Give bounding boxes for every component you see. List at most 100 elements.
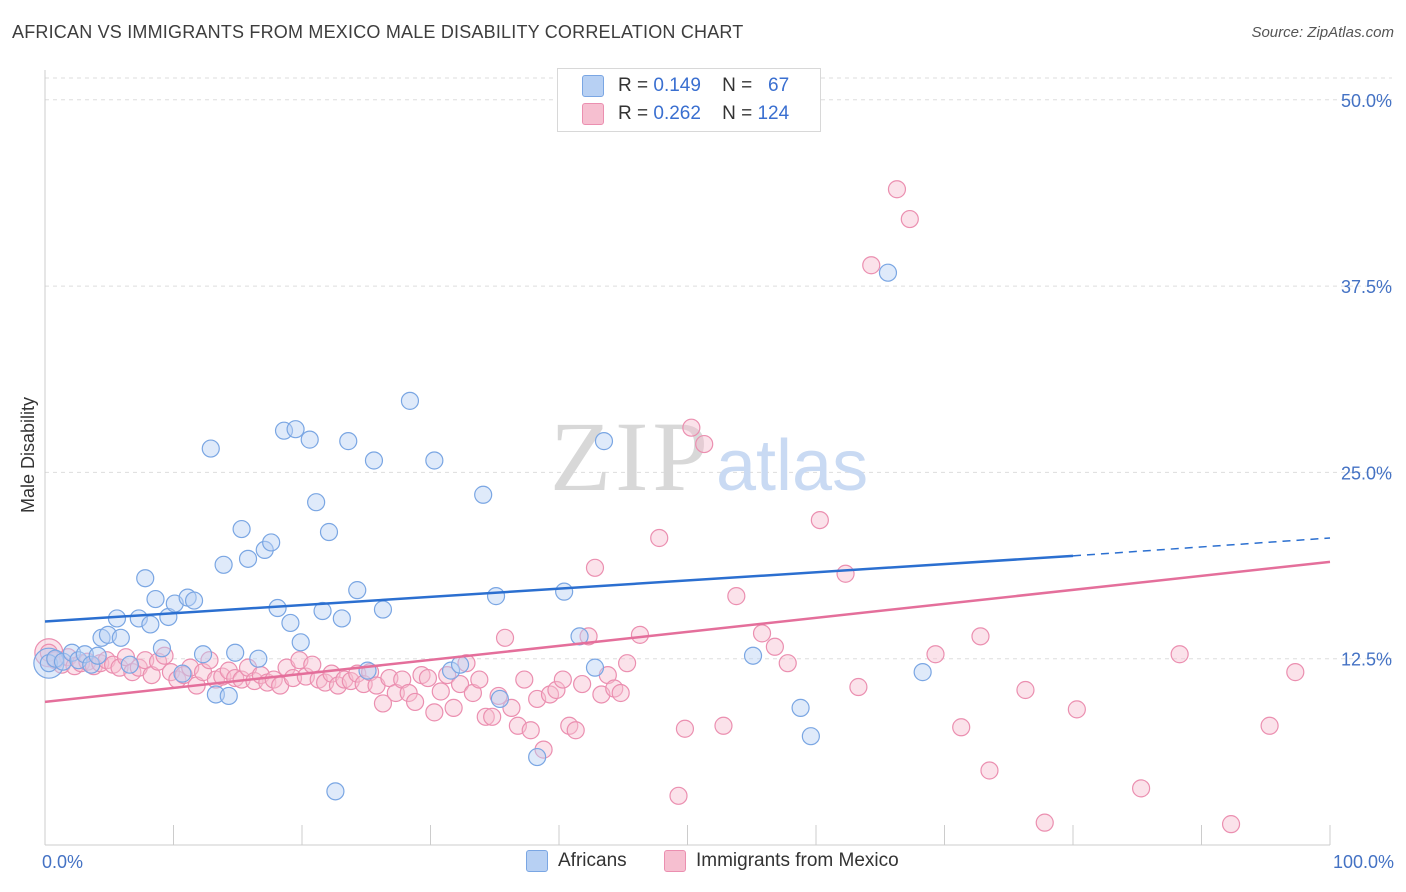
mexico-point-63 (444, 698, 463, 717)
mexico-point-74 (515, 670, 534, 689)
mexico-point-89 (611, 683, 630, 703)
mexico-point-57 (405, 692, 425, 712)
africans-point-26 (214, 555, 233, 574)
mexico-point-118 (1260, 716, 1279, 735)
mexico-point-80 (553, 670, 572, 689)
mexico-point-100 (765, 637, 784, 656)
africans-point-12 (120, 655, 139, 674)
africans-point-58 (555, 582, 574, 601)
africans-point-45 (339, 432, 358, 451)
mexico-point-94 (675, 719, 695, 738)
mexico-point-113 (1035, 813, 1054, 832)
africans-point-39 (300, 430, 319, 449)
africans-point-35 (274, 421, 294, 440)
africans-point-6 (82, 655, 101, 674)
africans-point-62 (743, 646, 763, 665)
africans-point-11 (111, 628, 130, 647)
mexico-point-101 (778, 654, 797, 673)
mexico-point-119 (1286, 663, 1305, 682)
mexico-point-103 (836, 564, 855, 583)
mexico-point-95 (682, 418, 701, 437)
africans-point-57 (528, 747, 547, 767)
mexico-point-117 (1221, 815, 1241, 834)
stats-r-label: R = (618, 75, 649, 96)
africans-point-20 (173, 664, 192, 683)
africans-point-32 (255, 540, 274, 560)
africans-point-29 (232, 519, 251, 539)
axes (44, 70, 1331, 846)
mexico-point-67 (470, 670, 489, 689)
africans-point-15 (141, 615, 160, 634)
africans-point-22 (184, 591, 204, 610)
mexico-point-112 (1016, 680, 1035, 700)
stats-r-value: 0.149 (653, 75, 701, 96)
africans-point-65 (878, 263, 898, 282)
mexico-point-115 (1132, 779, 1151, 798)
stats-n-label: N = (722, 103, 753, 124)
mexico-point-91 (630, 625, 650, 644)
series-legend: Africans Immigrants from Mexico (0, 850, 1406, 880)
mexico-point-75 (521, 721, 540, 740)
africans-point-50 (400, 391, 420, 410)
africans-point-30 (238, 549, 258, 568)
legend-label-africans: Africans (558, 850, 627, 871)
africans-point-55 (486, 587, 506, 606)
africans-point-40 (307, 493, 326, 512)
trend-lines (44, 537, 1331, 704)
stats-r-value: 0.262 (653, 103, 701, 124)
stats-legend: R = 0.149 N = 67 R = 0.262 N = 124 (557, 68, 821, 132)
mexico-point-96 (695, 434, 714, 454)
africans-point-42 (319, 522, 339, 542)
mexico-point-83 (573, 674, 592, 694)
africans-point-54 (474, 485, 493, 504)
africans-point-14 (136, 569, 155, 588)
africans-point-33 (262, 533, 281, 552)
mexico-point-79 (547, 680, 566, 700)
mexico-point-108 (926, 645, 945, 664)
mexico-point-106 (887, 180, 907, 199)
africans-point-23 (193, 645, 213, 664)
grid (45, 77, 1392, 660)
mexico-point-99 (752, 624, 772, 643)
africans-point-31 (249, 649, 268, 668)
africans-point-38 (291, 633, 310, 652)
africans-point-64 (801, 727, 820, 746)
y-tick-labels: 12.5% 25.0% 37.5% 50.0% (1341, 91, 1392, 670)
africans-point-17 (152, 639, 172, 658)
watermark-atlas: atlas (716, 426, 868, 506)
africans-trend-extension (1072, 537, 1331, 557)
mexico-point-56 (399, 683, 418, 703)
mexico-point-77 (534, 740, 553, 759)
africans-point-37 (286, 420, 305, 439)
mexico-point-69 (483, 707, 502, 726)
legend-item-africans[interactable]: Africans (526, 850, 627, 872)
mexico-point-65 (457, 654, 476, 673)
mexico-point-97 (714, 716, 733, 735)
africans-point-16 (146, 589, 165, 609)
mexico-point-70 (489, 686, 508, 706)
mexico-point-52 (373, 694, 393, 713)
africans-point-61 (594, 432, 614, 451)
stats-row-mexico: R = 0.262 N = 124 (582, 101, 789, 127)
mexico-point-18 (155, 646, 174, 665)
watermark: ZIP atlas (550, 401, 868, 512)
stats-row-africans: R = 0.149 N = 67 (582, 73, 789, 99)
africans-point-51 (425, 451, 444, 470)
africans-point-27 (219, 686, 238, 706)
africans-trend-line (44, 554, 1074, 623)
mexico-point-60 (425, 703, 444, 722)
mexico-point-68 (476, 707, 495, 726)
mexico-point-104 (849, 677, 868, 697)
legend-item-mexico[interactable]: Immigrants from Mexico (664, 850, 899, 872)
legend-swatch-mexico (664, 850, 686, 872)
mexico-point-71 (495, 628, 515, 647)
mexico-point-109 (952, 718, 971, 737)
mexico-point-90 (618, 654, 637, 673)
africans-point-7 (88, 646, 107, 665)
stats-n-label: N = (722, 75, 753, 96)
stats-r-label: R = (618, 103, 649, 124)
legend-label-mexico: Immigrants from Mexico (696, 850, 899, 871)
africans-point-24 (201, 439, 220, 458)
mexico-point-61 (431, 682, 450, 701)
y-tick-label-3: 50.0% (1341, 91, 1392, 111)
